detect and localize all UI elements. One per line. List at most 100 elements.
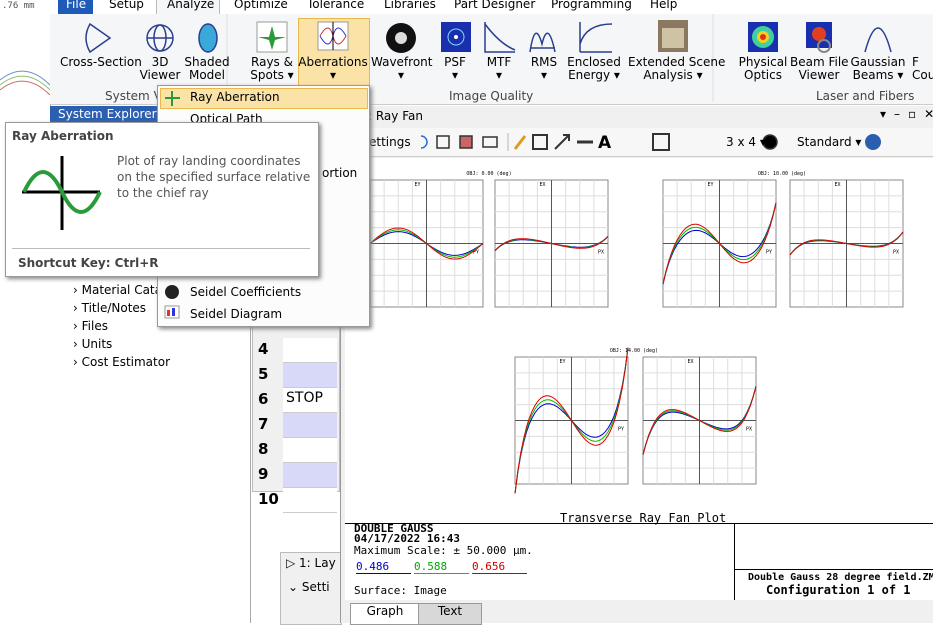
- axis-label: PY: [766, 250, 772, 256]
- surface-number: 5: [258, 365, 269, 383]
- ribbon-button[interactable]: Wavefront ▾: [371, 55, 433, 82]
- footer-name: DOUBLE GAUSS: [354, 522, 434, 535]
- field-label: OBJ: 0.00 (deg): [466, 171, 511, 177]
- table-row: [283, 413, 337, 438]
- ruler-label: .76 mm: [2, 1, 35, 11]
- axis-label: PX: [598, 250, 604, 256]
- fan-curve: [494, 236, 609, 251]
- ribbon-button[interactable]: Rays & Spots ▾: [250, 55, 294, 82]
- axis-label: EX: [540, 182, 546, 188]
- tooltip: [5, 122, 319, 277]
- layout-select[interactable]: 3 x 4 ▾: [726, 135, 766, 149]
- ribbon-button[interactable]: MTF ▾: [486, 55, 512, 82]
- fan-curve: [789, 231, 904, 256]
- ribbon-group: Image Quality: [449, 89, 534, 103]
- ribbon-button[interactable]: Aberrations ▾: [298, 55, 368, 82]
- menu-item[interactable]: Setup: [109, 0, 144, 11]
- explorer-item[interactable]: › Title/Notes: [73, 301, 147, 315]
- ribbon-button[interactable]: 3D Viewer: [139, 55, 181, 82]
- menu-item[interactable]: Analyze: [167, 0, 215, 11]
- menu-item[interactable]: Libraries: [384, 0, 436, 11]
- ribbon-group: Laser and Fibers: [816, 89, 915, 103]
- ribbon-button[interactable]: Cross-Section: [60, 55, 142, 69]
- menu-item[interactable]: Part Designer: [454, 0, 536, 11]
- menu-item[interactable]: Optimize: [234, 0, 288, 11]
- wavelength: 0.486: [356, 560, 411, 574]
- menu-item[interactable]: File: [66, 0, 87, 11]
- window-controls[interactable]: ▾–▫✕: [880, 107, 933, 121]
- ribbon-button[interactable]: Extended Scene Analysis ▾: [628, 55, 726, 82]
- surface-number: 9: [258, 465, 269, 483]
- explorer-item[interactable]: › Material Catalog: [73, 283, 181, 297]
- tab-graph[interactable]: Graph: [350, 603, 420, 625]
- footer-divider: [734, 569, 933, 570]
- ribbon-button[interactable]: Shaded Model: [184, 55, 230, 82]
- ribbon-button[interactable]: Enclosed Energy ▾: [567, 55, 621, 82]
- tooltip-shortcut: Shortcut Key: Ctrl+R: [18, 256, 159, 270]
- ribbon-icons: [85, 14, 892, 102]
- table-row: [283, 338, 337, 363]
- table-row: [283, 463, 337, 488]
- footer-file: Double Gauss 28 degree field.ZMX: [748, 572, 933, 583]
- table-row: [283, 438, 337, 463]
- tooltip-title: Ray Aberration: [12, 129, 114, 143]
- wavelength: 0.656: [472, 560, 527, 574]
- dropdown-item[interactable]: ortion: [322, 166, 358, 180]
- ribbon-button[interactable]: Gaussian Beams ▾: [850, 55, 906, 82]
- menu-highlight: [160, 88, 368, 109]
- footer-surface: Surface: Image: [354, 584, 447, 597]
- menu-bar: [50, 0, 933, 14]
- dropdown-item[interactable]: Seidel Coefficients: [190, 285, 302, 299]
- table-row: [283, 363, 337, 388]
- tab-text[interactable]: Text: [418, 603, 482, 625]
- ribbon-button[interactable]: PSF ▾: [444, 55, 466, 82]
- table-row: [283, 388, 337, 413]
- left-curves: [0, 70, 50, 96]
- settings-button[interactable]: ettings: [369, 135, 411, 149]
- surface-type: STOP: [286, 390, 323, 406]
- fan-curve: [369, 227, 484, 260]
- menu-item[interactable]: Tolerance: [307, 0, 365, 11]
- analyze-tab: [156, 0, 220, 16]
- aberrations-highlight: [298, 18, 370, 86]
- axis-label: EY: [560, 359, 566, 365]
- table-row: [283, 488, 337, 513]
- ribbon-button[interactable]: Physical Optics: [738, 55, 788, 82]
- tooltip-description: Plot of ray landing coordinates on the s…: [117, 154, 311, 200]
- wavelength: 0.588: [414, 560, 469, 574]
- panel-settings[interactable]: ⌄ Setti: [288, 580, 330, 594]
- layout-panel: [280, 552, 342, 625]
- style-select[interactable]: Standard ▾: [797, 135, 862, 149]
- ribbon-button[interactable]: F Cou: [912, 55, 933, 82]
- fan-curve: [514, 347, 629, 494]
- surface-number: 7: [258, 415, 269, 433]
- explorer-item[interactable]: › Files: [73, 319, 108, 333]
- menu-item[interactable]: Programming: [551, 0, 632, 11]
- svg-text:A: A: [598, 133, 612, 153]
- dropdown-icons: [164, 91, 180, 319]
- ribbon-button[interactable]: Beam File Viewer: [790, 55, 849, 82]
- dropdown-item[interactable]: Ray Aberration: [190, 90, 280, 104]
- file-bg: [58, 0, 93, 14]
- footer-box: [345, 523, 933, 601]
- explorer-title: System Explorer: [58, 107, 157, 121]
- axis-label: PY: [618, 427, 624, 433]
- dropdown-item[interactable]: Seidel Diagram: [190, 307, 283, 321]
- footer-date: 04/17/2022 16:43: [354, 532, 460, 545]
- window-title: : Ray Fan: [368, 109, 423, 123]
- explorer-item[interactable]: › Units: [73, 337, 113, 351]
- ribbon-group: System Vi: [105, 89, 165, 103]
- menu-item[interactable]: Help: [650, 0, 678, 11]
- fan-curve: [642, 386, 757, 455]
- panel-tab[interactable]: ▷ 1: Lay: [286, 556, 336, 570]
- axis-label: EY: [708, 182, 714, 188]
- tooltip-icon: [22, 156, 102, 230]
- surface-number: 8: [258, 440, 269, 458]
- ribbon-button[interactable]: RMS ▾: [530, 55, 558, 82]
- axis-label: EX: [688, 359, 694, 365]
- explorer-item[interactable]: › Cost Estimator: [73, 355, 171, 369]
- surface-number: 10: [258, 490, 279, 508]
- footer-divider: [734, 523, 735, 600]
- field-label: OBJ: 10.00 (deg): [758, 171, 806, 177]
